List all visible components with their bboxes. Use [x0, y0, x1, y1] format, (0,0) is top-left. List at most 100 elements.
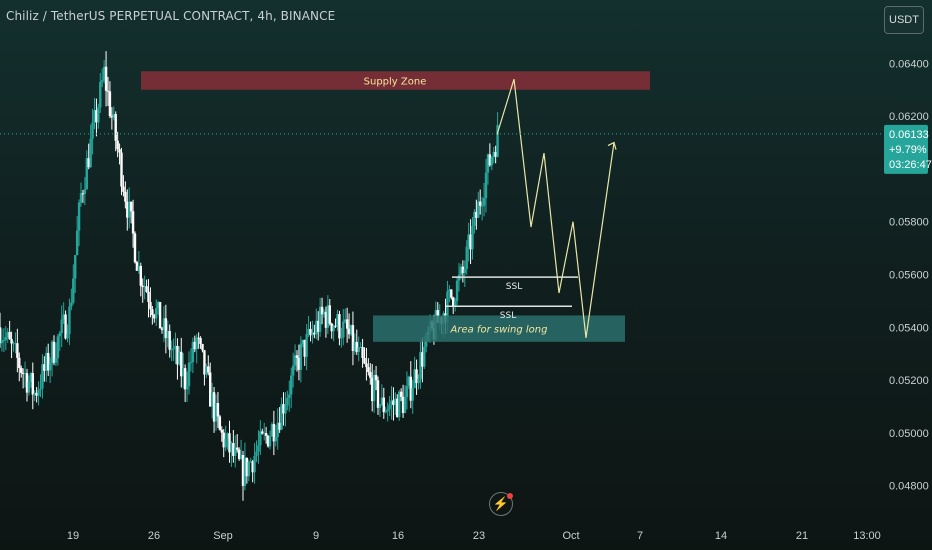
projection-path[interactable]: [496, 79, 615, 338]
current-price-tag: 0.06133 +9.79% 03:26:47: [884, 124, 932, 174]
candle: [392, 400, 395, 406]
candle: [31, 373, 34, 395]
candle: [155, 308, 158, 319]
candle: [261, 431, 264, 434]
candle: [303, 339, 306, 357]
candle: [20, 368, 23, 373]
candle: [220, 429, 223, 433]
candle: [50, 341, 54, 364]
candle: [158, 301, 162, 329]
candle: [243, 457, 247, 486]
price-axis-label: 0.06200: [889, 111, 929, 123]
candle: [311, 332, 314, 336]
candle: [137, 265, 141, 271]
ssl-label-2: SSL: [500, 311, 516, 321]
candle: [56, 336, 60, 359]
candle: [118, 149, 121, 153]
price-axis-label: 0.05400: [889, 322, 929, 334]
candle: [52, 341, 56, 363]
candle: [218, 416, 222, 430]
candle: [180, 351, 183, 377]
candle: [224, 438, 227, 448]
candle: [315, 320, 318, 335]
candle: [178, 351, 181, 365]
candle: [288, 394, 291, 398]
candle: [156, 301, 160, 309]
candle: [189, 362, 193, 364]
price-axis-label: 0.05200: [889, 375, 929, 387]
candle: [357, 347, 360, 353]
candle: [247, 461, 250, 477]
candle: [106, 90, 110, 92]
candle: [129, 201, 133, 212]
candle: [264, 433, 268, 436]
candle: [253, 455, 256, 473]
supply-zone[interactable]: [141, 71, 650, 90]
candle: [226, 433, 229, 439]
candle: [12, 343, 15, 345]
price-axis-label: 0.05600: [889, 270, 929, 282]
candle: [355, 341, 358, 353]
candle: [104, 66, 108, 91]
candle: [97, 107, 100, 123]
candle: [87, 158, 90, 168]
candle: [286, 397, 289, 406]
candle: [89, 138, 92, 168]
candle: [376, 380, 380, 408]
candle: [112, 114, 115, 118]
candle: [469, 234, 472, 250]
candle: [301, 339, 304, 344]
candle: [363, 358, 366, 364]
candle: [124, 191, 127, 202]
candle: [353, 341, 357, 351]
candle: [326, 305, 330, 328]
candle: [122, 186, 125, 192]
candle: [143, 286, 146, 288]
candle: [47, 352, 50, 371]
swing-long-zone[interactable]: [373, 315, 625, 342]
candle: [102, 66, 106, 81]
candle: [216, 403, 220, 417]
candle: [209, 372, 212, 407]
lightning-icon[interactable]: ⚡: [489, 492, 513, 516]
candle: [228, 433, 231, 453]
candle: [342, 321, 345, 338]
candle: [81, 193, 85, 195]
time-axis-label: 26: [148, 530, 160, 542]
time-axis: 19 26 Sep 9 16 23 Oct 7 14 21 13:00: [67, 530, 881, 542]
candle: [0, 327, 2, 344]
candle: [324, 311, 328, 328]
candle: [14, 343, 17, 345]
candle: [448, 289, 451, 292]
price-tag-countdown: 03:26:47: [889, 159, 932, 171]
price-tag-change: +9.79%: [889, 144, 927, 156]
candle: [453, 301, 457, 306]
candle: [369, 372, 372, 378]
candle: [386, 409, 389, 412]
price-tag-price: 0.06133: [889, 129, 929, 141]
candle: [317, 320, 320, 332]
candle: [401, 396, 405, 414]
candle: [210, 392, 214, 407]
candle: [54, 358, 58, 363]
candle: [182, 368, 185, 377]
time-axis-label: Oct: [562, 530, 579, 542]
candle: [72, 278, 75, 303]
candle: [290, 375, 293, 395]
candle: [25, 373, 29, 393]
candle: [446, 291, 449, 323]
candlestick-series: [0, 51, 499, 501]
currency-unit-button[interactable]: USDT: [884, 6, 924, 34]
candle: [378, 404, 382, 408]
candle: [309, 328, 312, 336]
candle: [305, 333, 308, 357]
candle: [85, 158, 88, 190]
candle: [347, 328, 351, 335]
candle: [407, 376, 411, 386]
candle: [284, 405, 287, 414]
candle: [417, 378, 420, 384]
candle: [492, 151, 495, 158]
candle: [145, 286, 148, 292]
candle: [334, 325, 337, 327]
